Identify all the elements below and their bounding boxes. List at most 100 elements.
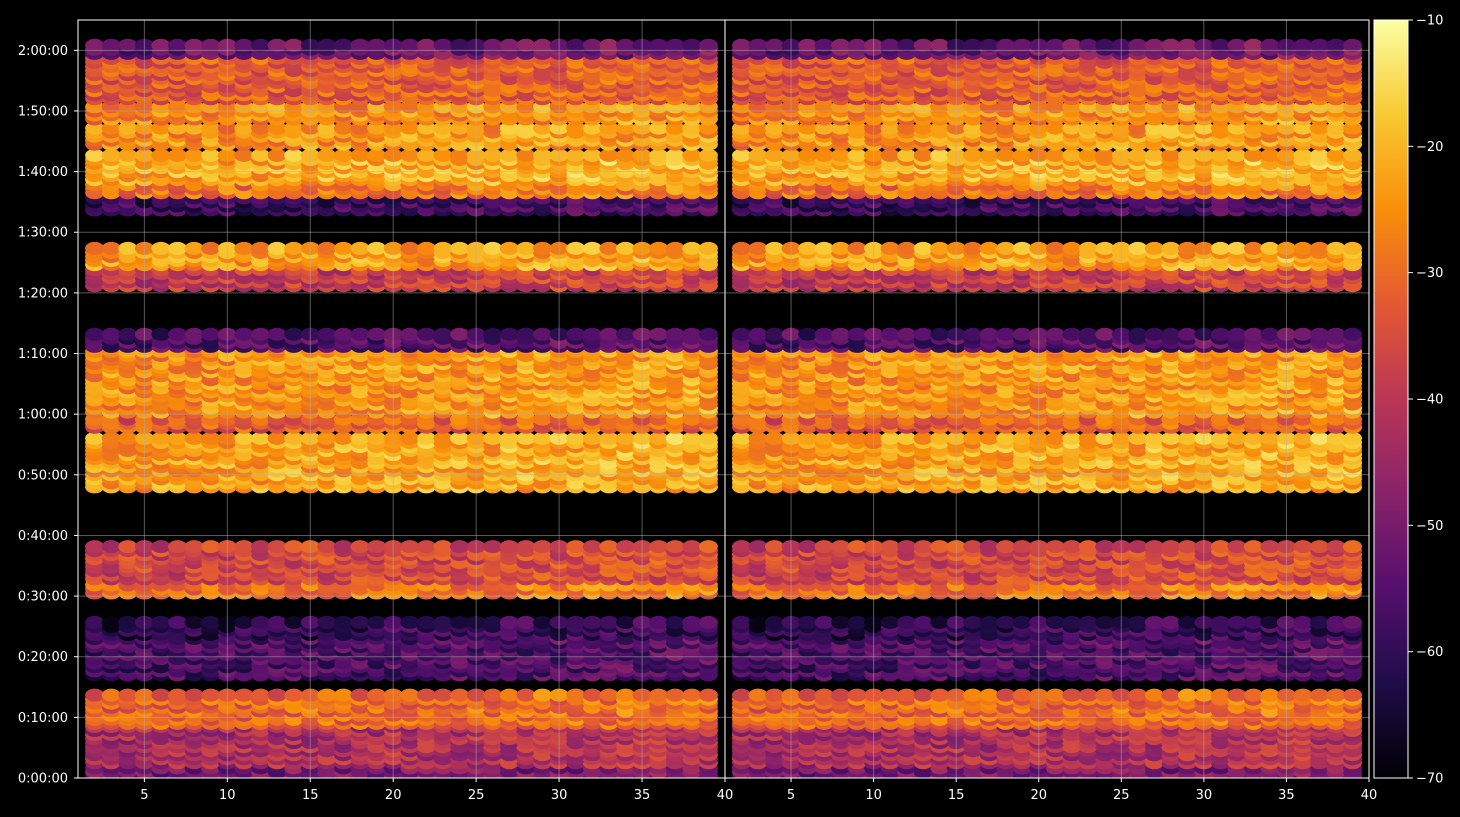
left-heatmap-marker: [101, 540, 121, 554]
left-heatmap-marker: [599, 431, 619, 445]
left-heatmap-marker: [649, 327, 669, 341]
left-heatmap-marker: [649, 540, 669, 554]
left-heatmap-marker: [698, 688, 718, 702]
left-heatmap-marker: [665, 688, 685, 702]
left-heatmap-marker: [533, 148, 552, 162]
left-heatmap-marker: [649, 148, 669, 162]
left-heatmap-marker: [582, 431, 602, 445]
left-heatmap-marker: [483, 431, 503, 445]
left-heatmap-marker: [582, 688, 602, 702]
left-heatmap-marker: [234, 431, 254, 445]
left-heatmap-marker: [483, 615, 503, 629]
left-heatmap-marker: [433, 540, 453, 554]
left-heatmap-marker: [533, 431, 552, 445]
left-heatmap-marker: [450, 148, 470, 162]
left-heatmap-marker: [350, 540, 370, 554]
left-heatmap-marker: [649, 431, 669, 445]
left-heatmap-marker: [698, 540, 718, 554]
left-heatmap-marker: [566, 431, 586, 445]
left-heatmap-marker: [317, 431, 337, 445]
left-heatmap-marker: [85, 327, 105, 341]
left-heatmap-marker: [566, 688, 586, 702]
left-heatmap-marker: [499, 540, 519, 554]
left-heatmap-marker: [101, 615, 121, 629]
left-heatmap-marker: [251, 241, 270, 255]
left-heatmap-marker: [416, 540, 436, 554]
left-heatmap-marker: [400, 615, 420, 629]
left-heatmap-marker: [566, 148, 586, 162]
left-heatmap-marker: [168, 540, 187, 554]
left-heatmap-marker: [400, 431, 420, 445]
left-heatmap-marker: [317, 688, 337, 702]
left-heatmap-marker: [499, 241, 519, 255]
left-heatmap-marker: [367, 431, 387, 445]
left-heatmap-marker: [533, 241, 552, 255]
left-heatmap-marker: [450, 327, 470, 341]
left-heatmap-marker: [350, 431, 370, 445]
left-heatmap-marker: [267, 431, 287, 445]
left-heatmap-marker: [201, 431, 221, 445]
left-heatmap-marker: [317, 148, 337, 162]
left-heatmap-marker: [450, 431, 470, 445]
left-heatmap-marker: [682, 241, 702, 255]
left-heatmap-marker: [665, 148, 685, 162]
left-heatmap-marker: [450, 540, 470, 554]
left-heatmap-marker: [333, 540, 353, 554]
left-heatmap-marker: [400, 241, 420, 255]
left-heatmap-marker: [333, 431, 353, 445]
left-heatmap-marker: [665, 540, 685, 554]
left-heatmap-marker: [317, 241, 337, 255]
left-heatmap-marker: [151, 431, 171, 445]
left-heatmap-marker: [284, 148, 304, 162]
left-heatmap-marker: [168, 431, 187, 445]
left-heatmap-marker: [184, 327, 204, 341]
left-heatmap-marker: [367, 327, 387, 341]
left-heatmap-marker: [599, 327, 619, 341]
left-heatmap-marker: [151, 327, 171, 341]
left-heatmap-marker: [616, 688, 635, 702]
left-heatmap-marker: [367, 540, 387, 554]
left-heatmap-marker: [168, 615, 187, 629]
left-heatmap-marker: [450, 241, 470, 255]
left-heatmap-marker: [599, 615, 619, 629]
left-heatmap-marker: [416, 327, 436, 341]
left-heatmap-marker: [234, 688, 254, 702]
left-heatmap-marker: [416, 615, 436, 629]
left-heatmap-marker: [483, 241, 503, 255]
left-heatmap-marker: [499, 148, 519, 162]
left-heatmap-marker: [516, 327, 536, 341]
left-heatmap-marker: [101, 431, 121, 445]
left-heatmap-marker: [151, 540, 171, 554]
left-heatmap-marker: [118, 241, 138, 255]
left-heatmap-marker: [698, 241, 718, 255]
left-heatmap-marker: [267, 688, 287, 702]
left-heatmap-marker: [101, 688, 121, 702]
left-heatmap-marker: [433, 431, 453, 445]
left-heatmap-marker: [234, 615, 254, 629]
left-heatmap-marker: [483, 148, 503, 162]
left-heatmap-marker: [333, 327, 353, 341]
left-heatmap-marker: [665, 615, 685, 629]
left-heatmap-marker: [118, 327, 138, 341]
left-heatmap-marker: [350, 615, 370, 629]
left-heatmap-marker: [682, 327, 702, 341]
left-heatmap-marker: [184, 615, 204, 629]
left-heatmap-marker: [118, 615, 138, 629]
left-heatmap-marker: [582, 327, 602, 341]
left-heatmap-marker: [201, 688, 221, 702]
left-heatmap-marker: [85, 431, 105, 445]
left-heatmap-marker: [416, 241, 436, 255]
left-heatmap-marker: [483, 688, 503, 702]
left-heatmap-marker: [251, 615, 270, 629]
left-heatmap-marker: [433, 615, 453, 629]
left-heatmap-marker: [267, 540, 287, 554]
left-heatmap-marker: [616, 431, 635, 445]
left-heatmap-marker: [433, 688, 453, 702]
left-heatmap-marker: [433, 148, 453, 162]
left-heatmap-marker: [416, 688, 436, 702]
left-heatmap-marker: [151, 241, 171, 255]
left-heatmap-marker: [400, 148, 420, 162]
left-heatmap-marker: [284, 688, 304, 702]
left-heatmap-marker: [151, 615, 171, 629]
